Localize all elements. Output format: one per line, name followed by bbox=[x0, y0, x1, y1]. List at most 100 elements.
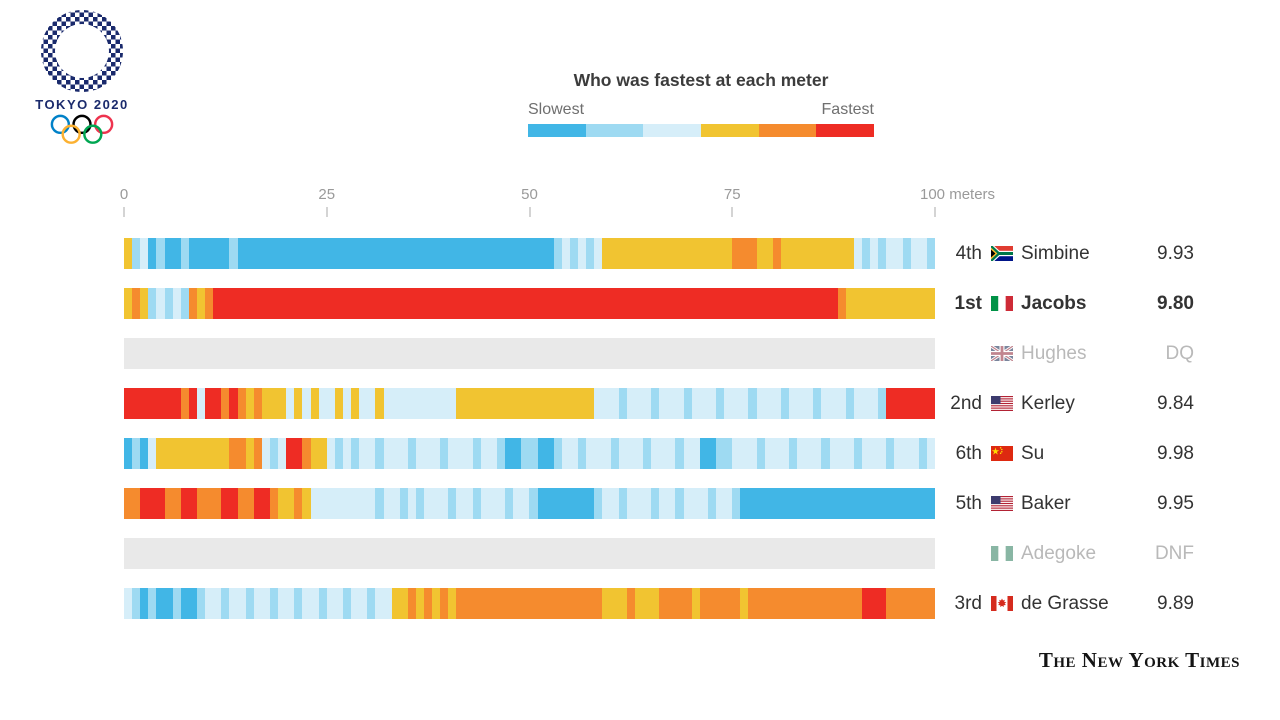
meter-segment bbox=[545, 288, 554, 319]
meter-segment bbox=[480, 588, 489, 619]
meter-segment bbox=[253, 438, 262, 469]
meter-segment bbox=[845, 288, 854, 319]
meter-segment bbox=[269, 388, 279, 419]
meter-segment bbox=[245, 288, 254, 319]
meter-segment bbox=[245, 238, 254, 269]
meter-segment bbox=[334, 388, 343, 419]
meter-segment bbox=[651, 588, 660, 619]
runner-name: Adegoke bbox=[1021, 542, 1097, 564]
meter-segment bbox=[659, 288, 668, 319]
meter-segment bbox=[545, 488, 554, 519]
meter-segment bbox=[213, 388, 222, 419]
meter-segment bbox=[683, 288, 692, 319]
meter-segment bbox=[351, 288, 360, 319]
meter-segment bbox=[205, 438, 214, 469]
meter-segment bbox=[196, 388, 206, 419]
meter-segment bbox=[488, 238, 498, 269]
olympic-rings-icon bbox=[50, 114, 114, 144]
nigeria-flag-icon bbox=[991, 546, 1013, 561]
meter-segment bbox=[342, 488, 352, 519]
meter-segment bbox=[278, 388, 287, 419]
meter-segment bbox=[853, 488, 862, 519]
meter-segment bbox=[740, 238, 749, 269]
runner-time: 9.89 bbox=[1157, 592, 1194, 614]
axis-tick-mark bbox=[934, 207, 936, 217]
meter-segment bbox=[756, 388, 765, 419]
meter-segment bbox=[813, 588, 822, 619]
meter-segment bbox=[513, 488, 522, 519]
meter-segment bbox=[124, 588, 133, 619]
meter-segment bbox=[602, 588, 611, 619]
meter-segment bbox=[140, 238, 149, 269]
meter-segment bbox=[196, 438, 206, 469]
meter-segment bbox=[829, 438, 838, 469]
meter-segment bbox=[788, 438, 798, 469]
meter-segment bbox=[286, 438, 295, 469]
meter-segment bbox=[910, 388, 919, 419]
meter-segment bbox=[391, 288, 400, 319]
meter-segment bbox=[780, 588, 789, 619]
meter-segment bbox=[359, 438, 368, 469]
meter-segment bbox=[780, 238, 789, 269]
meter-segment bbox=[253, 238, 262, 269]
meter-segment bbox=[488, 438, 498, 469]
meter-segment bbox=[578, 438, 587, 469]
meter-segment bbox=[205, 238, 214, 269]
runner-time: DQ bbox=[1165, 342, 1195, 364]
runner-rank: 1st bbox=[954, 292, 982, 314]
runner-row-de-grasse: 3rd de Grasse 9.89 bbox=[124, 588, 1214, 619]
meter-segment bbox=[253, 488, 262, 519]
meter-segment bbox=[367, 288, 376, 319]
meter-segment bbox=[553, 488, 562, 519]
meter-segment bbox=[213, 288, 222, 319]
legend-swatch bbox=[816, 124, 875, 137]
meter-segment bbox=[894, 488, 903, 519]
meter-segment bbox=[715, 238, 725, 269]
meter-segment bbox=[634, 288, 643, 319]
meter-segment bbox=[269, 438, 279, 469]
runner-rank: 5th bbox=[955, 492, 982, 514]
united-states-flag-icon bbox=[991, 496, 1013, 511]
meter-segment bbox=[602, 238, 611, 269]
meter-segment bbox=[813, 288, 822, 319]
meter-segment bbox=[472, 288, 481, 319]
meter-segment bbox=[902, 488, 911, 519]
legend-swatch bbox=[758, 124, 817, 137]
meter-segment bbox=[148, 238, 157, 269]
meter-segment bbox=[505, 488, 514, 519]
meter-segment bbox=[480, 488, 489, 519]
meter-segment bbox=[472, 388, 481, 419]
meter-segment bbox=[756, 488, 765, 519]
legend: Who was fastest at each meter Slowest Fa… bbox=[528, 70, 875, 137]
meter-segment bbox=[570, 288, 579, 319]
meter-segment bbox=[278, 588, 287, 619]
meter-segment bbox=[861, 238, 871, 269]
meter-segment bbox=[407, 388, 416, 419]
meter-segment bbox=[602, 488, 611, 519]
meter-segment bbox=[643, 388, 652, 419]
meter-segment bbox=[634, 488, 643, 519]
meter-segment bbox=[878, 488, 887, 519]
meter-segment bbox=[894, 288, 903, 319]
meter-segment bbox=[148, 488, 157, 519]
meter-segment bbox=[513, 238, 522, 269]
meter-segment bbox=[845, 388, 854, 419]
meter-segment bbox=[221, 438, 230, 469]
meter-segment bbox=[861, 388, 871, 419]
runner-row-simbine: 4th Simbine 9.93 bbox=[124, 238, 1214, 269]
meter-segment bbox=[618, 388, 627, 419]
meter-segment bbox=[440, 438, 449, 469]
meter-segment bbox=[618, 288, 627, 319]
meter-segment bbox=[342, 288, 352, 319]
meter-segment bbox=[497, 588, 506, 619]
meter-segment bbox=[302, 288, 311, 319]
meter-segment bbox=[578, 488, 587, 519]
meter-segment bbox=[180, 388, 189, 419]
meter-segment bbox=[837, 438, 846, 469]
meter-segment bbox=[140, 438, 149, 469]
meter-segment bbox=[797, 388, 806, 419]
meter-segment bbox=[699, 438, 708, 469]
meter-segment bbox=[545, 438, 554, 469]
meter-segment bbox=[675, 238, 684, 269]
meter-segment bbox=[845, 588, 854, 619]
